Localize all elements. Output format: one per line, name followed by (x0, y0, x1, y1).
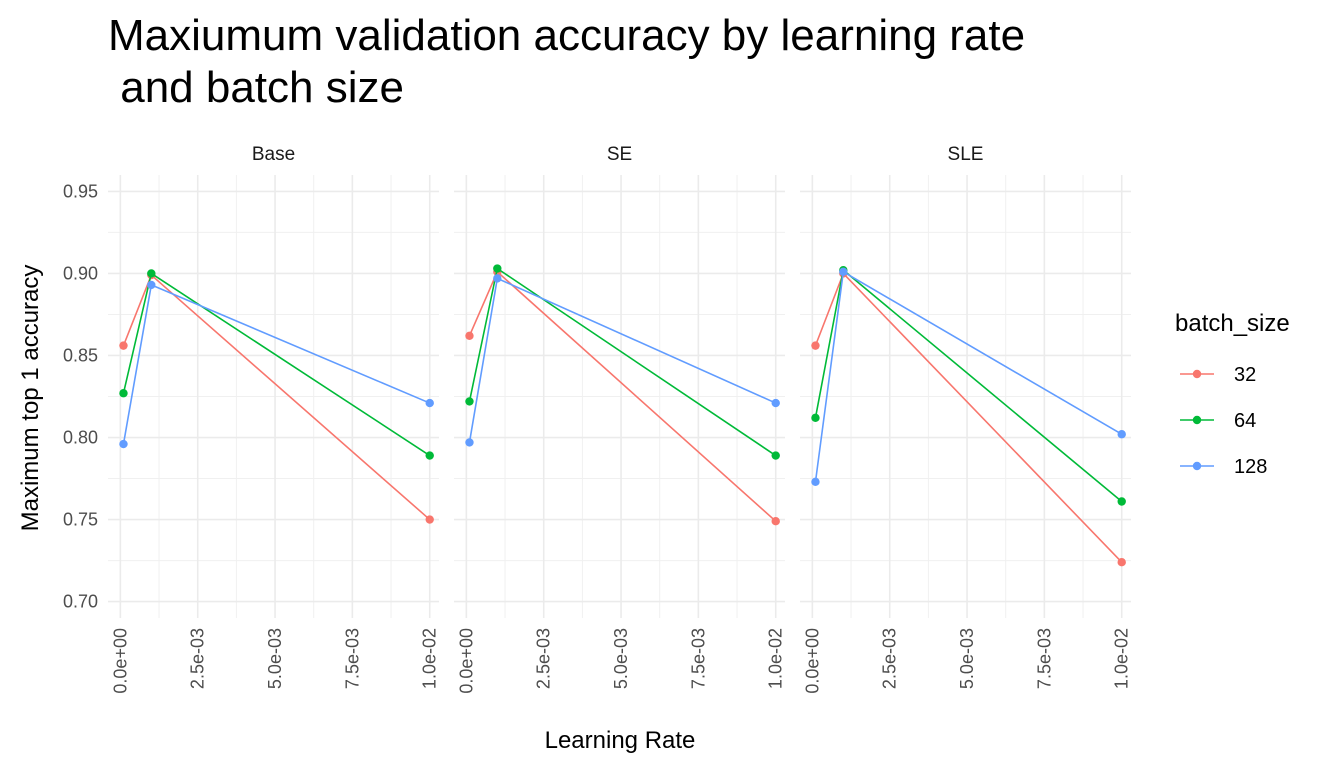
data-point-64 (425, 451, 434, 460)
x-tick-label: 1.0e-02 (1112, 628, 1132, 689)
x-tick-label: 5.0e-03 (611, 628, 631, 689)
x-tick-label: 2.5e-03 (534, 628, 554, 689)
x-tick-label: 0.0e+00 (110, 628, 130, 694)
x-tick-label: 7.5e-03 (342, 628, 362, 689)
chart-title-line-1: Maxiumum validation accuracy by learning… (108, 11, 1025, 60)
data-point-128 (493, 274, 502, 283)
panel-strip-label: SLE (948, 144, 984, 165)
panel-strip-label: Base (252, 144, 295, 165)
data-point-128 (465, 438, 474, 447)
legend-key-point-32 (1192, 369, 1202, 379)
legend: 32 64 128 (1180, 364, 1267, 478)
x-tick-label: 0.0e+00 (802, 628, 822, 694)
y-tick-label: 0.80 (63, 428, 98, 448)
series-line-64 (814, 268, 1123, 503)
data-point-32 (425, 515, 434, 524)
x-axis-title: Learning Rate (545, 727, 696, 754)
legend-key-point-128 (1192, 461, 1202, 471)
data-point-64 (119, 389, 128, 398)
y-tick-label: 0.70 (63, 592, 98, 612)
series-line-128 (814, 270, 1123, 482)
data-point-128 (839, 267, 848, 277)
data-point-128 (147, 280, 156, 290)
data-point-64 (771, 451, 780, 460)
series-line-64 (468, 267, 777, 457)
data-point-32 (1117, 558, 1126, 567)
x-tick-label: 1.0e-02 (420, 628, 440, 689)
x-tick-label: 5.0e-03 (957, 628, 977, 689)
x-tick-label: 0.0e+00 (456, 628, 476, 694)
data-point-64 (1117, 497, 1126, 506)
y-tick-label: 0.90 (63, 263, 98, 283)
y-tick-label: 0.85 (63, 345, 98, 365)
data-point-32 (811, 341, 820, 350)
data-point-32 (771, 516, 780, 526)
legend-title: batch_size (1175, 310, 1290, 337)
data-point-128 (119, 439, 128, 449)
facet-panels: Base 0.70 0.75 0.80 0.85 0.90 0.95 0.0e+00 2.5e-… (63, 144, 1132, 694)
data-point-64 (465, 397, 474, 406)
data-point-128 (1117, 430, 1126, 439)
legend-label-32: 32 (1234, 364, 1256, 386)
data-point-128 (425, 398, 434, 408)
series-line-128 (122, 283, 431, 445)
data-point-64 (147, 269, 156, 278)
data-point-128 (771, 398, 780, 408)
chart-title-line-2: and batch size (108, 63, 404, 112)
y-tick-label: 0.75 (63, 510, 98, 530)
y-axis-title: Maximum top 1 accuracy (17, 265, 44, 532)
data-point-64 (811, 413, 820, 423)
y-tick-label: 0.95 (63, 181, 98, 201)
series-line-128 (468, 277, 777, 443)
data-point-32 (465, 331, 474, 340)
data-point-128 (811, 477, 820, 487)
data-point-64 (493, 264, 502, 273)
series-line-32 (122, 273, 431, 521)
legend-key-point-64 (1192, 415, 1202, 425)
panel-se: SE 0.0e+00 2.5e-03 5.0e-03 7.5e-03 1.0e-02 (454, 144, 786, 694)
x-tick-label: 7.5e-03 (1034, 628, 1054, 689)
panel-strip-label: SE (607, 144, 632, 165)
series-line-64 (122, 272, 431, 457)
panel-sle: SLE 0.0e+00 2.5e-03 5.0e-03 7.5e-03 1.0e-02 (800, 144, 1132, 694)
x-tick-label: 2.5e-03 (188, 628, 208, 689)
x-tick-label: 1.0e-02 (766, 628, 786, 689)
x-tick-label: 2.5e-03 (880, 628, 900, 689)
legend-label-64: 64 (1234, 410, 1256, 432)
x-tick-label: 7.5e-03 (688, 628, 708, 689)
panel-base: Base 0.70 0.75 0.80 0.85 0.90 0.95 0.0e+00 2.5e-… (63, 144, 440, 694)
legend-label-128: 128 (1234, 456, 1267, 478)
x-tick-label: 5.0e-03 (265, 628, 285, 689)
data-point-32 (119, 341, 128, 350)
